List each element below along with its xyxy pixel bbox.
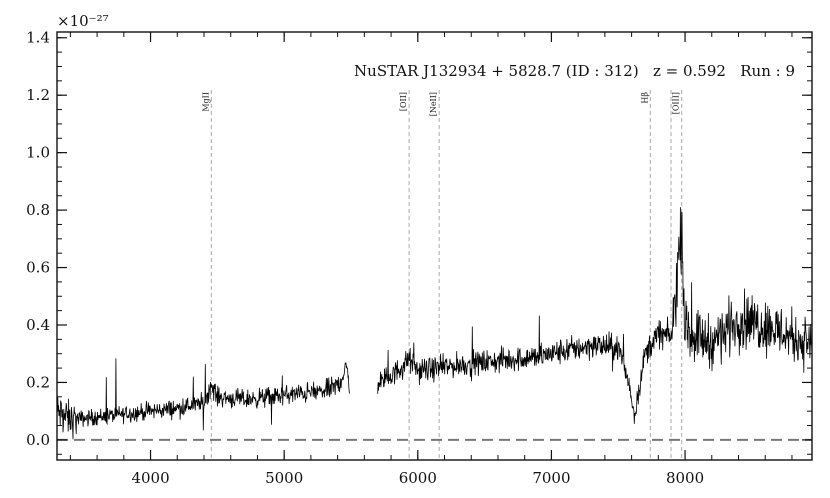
y-tick-label: 0.2 [26,373,50,391]
emission-lines: MgII [OII] [NeII] Hβ [OIII] [201,90,683,460]
y-multiplier-label: ×10⁻²⁷ [57,12,109,30]
y-tick-label: 0.4 [26,316,50,334]
spectrum-series [56,207,813,440]
y-tick-label: 1.0 [26,144,50,162]
y-tick-label: 1.2 [26,86,50,104]
emission-line-label: [NeII] [429,92,438,116]
x-tick-label: 8000 [666,469,704,487]
spectrum-line [377,207,813,424]
spectrum-line [56,358,350,440]
emission-line-label: MgII [201,92,210,112]
chart-title: NuSTAR J132934 + 5828.7 (ID : 312) z = 0… [354,62,795,80]
y-tick-label: 1.4 [26,29,50,47]
emission-line-label: [OIII] [672,92,681,114]
x-axis: 4000 5000 6000 7000 8000 [69,32,793,487]
x-tick-label: 6000 [399,469,437,487]
y-tick-label: 0.0 [26,431,50,449]
y-tick-label: 0.8 [26,201,50,219]
emission-line-label: Hβ [640,92,649,104]
x-tick-label: 7000 [532,469,570,487]
y-tick-label: 0.6 [26,259,50,277]
x-tick-label: 4000 [131,469,169,487]
plot-frame [56,31,813,461]
y-axis: 0.0 0.2 0.4 0.6 0.8 1.0 1.2 1.4 [26,29,812,455]
emission-line-label: [OII] [399,92,408,111]
x-tick-label: 5000 [265,469,303,487]
